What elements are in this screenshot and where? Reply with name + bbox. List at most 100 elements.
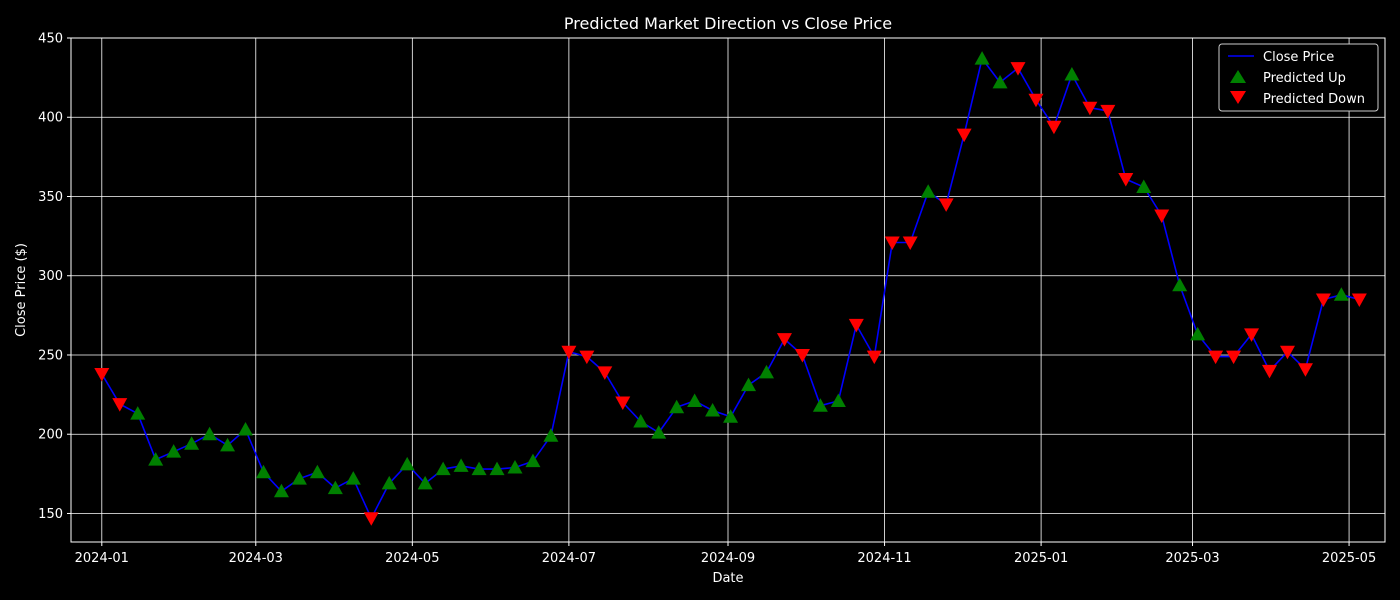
x-tick-label: 2025-03 xyxy=(1165,551,1219,566)
predicted-up-marker xyxy=(489,461,505,476)
predicted-down-marker xyxy=(597,366,613,380)
predicted-up-marker xyxy=(830,393,846,407)
predicted-down-marker xyxy=(561,345,577,360)
x-tick-label: 2025-01 xyxy=(1014,551,1068,566)
predicted-down-marker xyxy=(1154,209,1170,224)
predicted-up-marker xyxy=(184,436,200,450)
predicted-up-marker xyxy=(669,399,685,414)
predicted-up-marker xyxy=(238,421,254,436)
predicted-down-marker xyxy=(938,198,954,212)
legend-up-triangle-icon xyxy=(1230,70,1246,83)
predicted-up-marker xyxy=(758,364,774,379)
predicted-up-marker xyxy=(741,377,757,392)
x-tick-label: 2024-09 xyxy=(701,551,755,566)
legend: Close Price Predicted Up Predicted Down xyxy=(1218,43,1379,112)
predicted-up-marker xyxy=(687,393,703,407)
predicted-up-marker xyxy=(705,402,721,417)
legend-label-predicted-down: Predicted Down xyxy=(1263,92,1365,107)
predicted-down-marker xyxy=(1244,328,1260,342)
legend-box xyxy=(1218,43,1379,112)
predicted-up-marker xyxy=(525,453,541,468)
predicted-up-marker xyxy=(273,483,289,498)
predicted-down-marker xyxy=(112,398,128,412)
predicted-up-marker xyxy=(130,406,146,420)
predicted-down-marker xyxy=(902,236,918,250)
predicted-up-marker xyxy=(309,464,325,479)
legend-label-predicted-up: Predicted Up xyxy=(1263,71,1346,86)
predicted-down-marker xyxy=(1315,293,1331,308)
predicted-down-marker xyxy=(615,396,631,411)
predicted-down-marker xyxy=(1208,350,1224,365)
predicted-down-marker xyxy=(363,512,379,526)
predicted-down-marker xyxy=(1297,363,1313,377)
y-tick-label: 200 xyxy=(38,428,63,443)
predicted-down-marker xyxy=(956,128,972,143)
predicted-down-marker xyxy=(1046,120,1062,135)
x-tick-label: 2025-05 xyxy=(1322,551,1376,566)
marker-layer xyxy=(94,51,1367,526)
chart-title: Predicted Market Direction vs Close Pric… xyxy=(564,14,892,33)
y-tick-label: 250 xyxy=(38,348,63,363)
predicted-up-marker xyxy=(974,51,990,65)
predicted-down-marker xyxy=(579,350,595,365)
predicted-up-marker xyxy=(723,409,739,423)
predicted-up-marker xyxy=(453,458,469,472)
predicted-up-marker xyxy=(920,184,936,198)
predicted-up-marker xyxy=(992,74,1008,89)
legend-label-close-price: Close Price xyxy=(1263,50,1334,65)
predicted-up-marker xyxy=(255,464,271,479)
predicted-down-marker xyxy=(1100,104,1116,119)
predicted-up-marker xyxy=(417,475,433,490)
legend-down-triangle-icon xyxy=(1230,91,1246,104)
predicted-down-marker xyxy=(1082,101,1098,116)
predicted-up-marker xyxy=(1064,66,1080,81)
x-tick-label: 2024-07 xyxy=(542,551,596,566)
predicted-down-marker xyxy=(1279,345,1295,360)
predicted-up-marker xyxy=(651,425,667,439)
y-tick-label: 400 xyxy=(38,111,63,126)
predicted-up-marker xyxy=(1333,287,1349,301)
predicted-up-marker xyxy=(543,428,559,442)
predicted-down-marker xyxy=(1351,293,1367,308)
predicted-up-marker xyxy=(220,437,236,452)
predicted-up-marker xyxy=(1190,326,1206,341)
predicted-down-marker xyxy=(848,318,864,333)
predicted-up-marker xyxy=(812,398,828,412)
predicted-up-marker xyxy=(166,444,182,458)
predicted-down-marker xyxy=(884,236,900,250)
predicted-up-marker xyxy=(507,460,523,474)
predicted-up-marker xyxy=(633,414,649,428)
predicted-up-marker xyxy=(399,456,415,471)
predicted-down-marker xyxy=(94,368,110,382)
y-tick-label: 150 xyxy=(38,507,63,522)
predicted-up-marker xyxy=(148,452,164,466)
axis-ticks: 2024-01 2024-03 2024-05 2024-07 2024-09 2024-… xyxy=(38,32,1376,567)
predicted-down-marker xyxy=(776,333,792,347)
predicted-up-marker xyxy=(345,471,361,485)
x-axis-label: Date xyxy=(712,571,743,586)
predicted-up-marker xyxy=(381,475,397,490)
predicted-up-marker xyxy=(1136,179,1152,193)
predicted-up-marker xyxy=(471,461,487,476)
y-tick-label: 350 xyxy=(38,190,63,205)
predicted-down-marker xyxy=(1118,173,1134,187)
predicted-down-marker xyxy=(1262,364,1278,379)
predicted-down-marker xyxy=(1226,350,1242,365)
predicted-down-marker xyxy=(794,348,810,363)
y-tick-label: 450 xyxy=(38,32,63,47)
y-tick-label: 300 xyxy=(38,269,63,284)
grid xyxy=(71,37,1385,542)
predicted-down-marker xyxy=(866,350,882,365)
x-tick-label: 2024-11 xyxy=(857,551,911,566)
x-tick-label: 2024-05 xyxy=(385,551,439,566)
predicted-down-marker xyxy=(1028,93,1044,108)
predicted-up-marker xyxy=(327,480,343,495)
x-tick-label: 2024-01 xyxy=(75,551,129,566)
x-tick-label: 2024-03 xyxy=(229,551,283,566)
predicted-up-marker xyxy=(291,471,307,485)
predicted-up-marker xyxy=(202,426,218,441)
y-axis-label: Close Price ($) xyxy=(14,243,29,337)
